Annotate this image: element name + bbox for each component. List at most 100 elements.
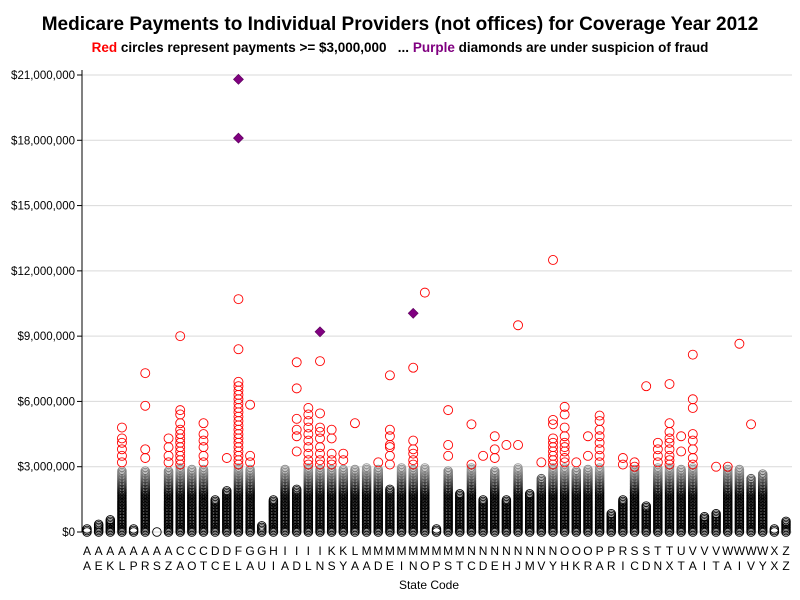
high-payment-point	[687, 453, 698, 463]
data-point	[338, 464, 349, 475]
state-point-column	[140, 466, 150, 537]
data-point	[757, 469, 768, 479]
state-point-column	[361, 463, 372, 537]
x-tick-label: T	[677, 559, 685, 573]
high-payment-point	[163, 442, 174, 453]
high-payment-point	[291, 431, 302, 442]
x-tick-label: N	[479, 544, 488, 558]
state-point-column	[233, 463, 244, 537]
state-point-column	[222, 486, 232, 537]
high-payment-point	[559, 431, 570, 442]
state-point-column	[373, 464, 384, 537]
x-tick-label: X	[770, 544, 778, 558]
x-tick-label: P	[130, 559, 138, 573]
data-point	[187, 464, 197, 475]
data-point	[175, 463, 185, 473]
data-point	[641, 501, 651, 511]
x-tick-label: I	[272, 559, 275, 573]
high-payment-point	[652, 437, 663, 448]
data-point	[653, 463, 663, 473]
x-tick-label: D	[479, 559, 488, 573]
x-tick-label: N	[514, 544, 523, 558]
high-payment-point	[687, 459, 698, 470]
x-tick-label: A	[246, 559, 254, 573]
x-tick-label: H	[560, 559, 569, 573]
x-tick-label: A	[118, 544, 126, 558]
x-tick-label: H	[269, 544, 278, 558]
state-point-column	[653, 463, 663, 537]
high-payment-point	[303, 442, 314, 453]
subtitle-red-text: circles represent payments >= $3,000,000…	[120, 40, 410, 55]
high-payment-point	[315, 459, 325, 470]
x-tick-label: A	[281, 559, 289, 573]
high-payment-point	[594, 424, 605, 435]
x-tick-label: P	[432, 559, 440, 573]
data-point	[513, 463, 523, 473]
x-tick-label: E	[223, 559, 231, 573]
state-point-column	[711, 508, 721, 537]
x-tick-label: Z	[165, 559, 172, 573]
high-payment-point	[594, 431, 605, 442]
high-payment-point	[559, 401, 570, 412]
data-point	[676, 464, 686, 475]
high-payment-point	[548, 255, 558, 265]
high-payment-point	[303, 455, 314, 466]
x-tick-label: V	[689, 544, 697, 558]
high-payment-point	[116, 444, 127, 455]
high-payment-point	[198, 450, 209, 461]
x-tick-label: V	[700, 544, 708, 558]
x-tick-label: D	[211, 544, 220, 558]
x-tick-label: U	[677, 544, 686, 558]
high-payment-point	[303, 459, 314, 470]
state-point-column	[536, 473, 547, 537]
state-point-column	[350, 464, 360, 537]
data-point	[466, 463, 477, 473]
x-tick-label: R	[141, 559, 150, 573]
state-point-column	[606, 508, 617, 537]
high-payment-point	[583, 450, 593, 461]
state-point-column	[210, 495, 220, 537]
x-tick-label: N	[409, 559, 418, 573]
x-tick-label: T	[456, 559, 464, 573]
state-point-column	[734, 464, 745, 537]
data-point	[303, 463, 314, 473]
data-point	[548, 463, 558, 473]
data-point	[350, 464, 360, 475]
high-payment-point	[687, 403, 698, 413]
x-tick-label: E	[386, 559, 394, 573]
data-point	[746, 473, 756, 484]
high-payment-point	[513, 320, 523, 331]
chart-title: Medicare Payments to Individual Provider…	[41, 14, 759, 35]
state-point-column	[315, 464, 325, 537]
x-tick-label: N	[549, 544, 558, 558]
x-tick-label: A	[724, 559, 732, 573]
data-point	[699, 512, 710, 522]
high-payment-point	[198, 429, 209, 440]
x-tick-label: N	[525, 544, 534, 558]
high-payment-point	[116, 433, 127, 444]
x-tick-label: F	[235, 544, 242, 558]
x-tick-label: T	[200, 559, 208, 573]
state-point-column	[385, 484, 395, 537]
high-payment-point	[664, 459, 675, 470]
data-point	[198, 464, 209, 475]
high-payment-point	[198, 418, 209, 429]
state-point-column	[571, 466, 582, 537]
x-tick-label: J	[515, 559, 521, 573]
high-payment-point	[338, 455, 349, 466]
fraud-points	[233, 73, 419, 338]
x-tick-label: S	[642, 544, 650, 558]
state-point-column	[257, 521, 267, 537]
high-payment-point	[594, 450, 605, 461]
x-tick-label: R	[607, 559, 616, 573]
high-payment-point	[140, 400, 151, 411]
high-payment-point	[489, 431, 500, 442]
high-payment-point	[571, 457, 582, 468]
state-point-column	[280, 464, 290, 537]
high-payment-point	[315, 455, 325, 466]
high-payment-point	[326, 433, 337, 444]
high-payment-point	[548, 459, 558, 470]
data-point	[524, 489, 535, 499]
state-point-column	[105, 515, 116, 537]
x-tick-label: K	[328, 544, 336, 558]
